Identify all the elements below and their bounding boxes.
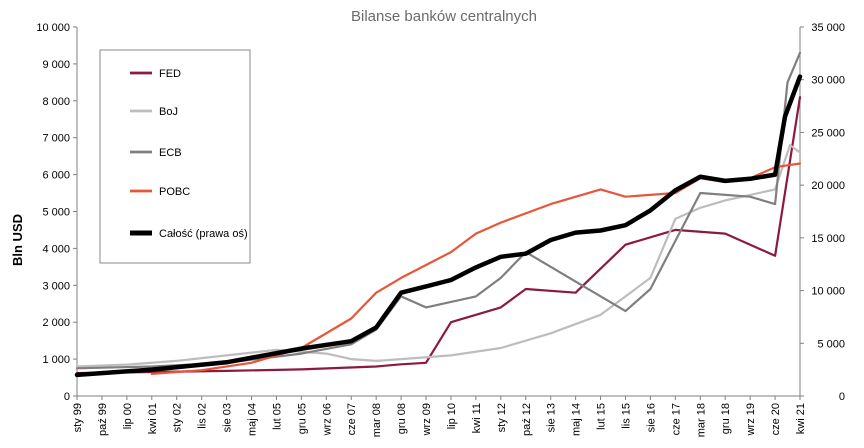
left-y-tick-label: 4 000	[42, 243, 70, 255]
x-tick-label: kwi 01	[147, 403, 159, 434]
left-y-tick-label: 6 000	[42, 170, 70, 182]
axes: 0 1 000 2 000 3 000 4 000 5 000 6 000 7 000 8 00…	[36, 22, 845, 437]
legend-label: ECB	[159, 147, 182, 159]
legend-label: Całość (prawa oś)	[159, 228, 248, 240]
x-tick-label: paź 12	[521, 403, 533, 436]
series-line-ca-o-prawa-o	[74, 74, 803, 378]
x-tick-label: cze 20	[770, 403, 782, 435]
x-tick-label: wrz 09	[421, 403, 433, 436]
legend-box	[99, 49, 251, 264]
series-line-ecb	[75, 51, 802, 370]
x-tick-label: sty 02	[172, 403, 184, 432]
x-tick-label: gru 08	[396, 403, 408, 434]
left-y-tick-label: 3 000	[42, 280, 70, 292]
right-y-tick-label: 5 000	[817, 338, 845, 350]
x-tick-label: kwi 21	[795, 403, 807, 434]
series-lines	[74, 51, 803, 378]
x-tick-label: cze 07	[346, 403, 358, 435]
x-tick-label: wrz 06	[321, 403, 333, 436]
series-line-fed	[75, 95, 802, 375]
x-tick-label: maj 04	[247, 403, 259, 436]
x-tick-label: maj 14	[571, 403, 583, 436]
left-y-tick-label: 8 000	[42, 96, 70, 108]
right-y-tick-label: 35 000	[811, 22, 845, 34]
right-y-tick-label: 15 000	[811, 233, 845, 245]
x-tick-label: lut 05	[271, 403, 283, 430]
series-line-boj	[75, 144, 802, 368]
legend-label: BoJ	[159, 106, 178, 118]
left-y-tick-label: 0	[64, 391, 70, 403]
x-tick-label: cze 17	[670, 403, 682, 435]
x-tick-label: sty 12	[496, 403, 508, 432]
x-tick-label: lut 15	[596, 403, 608, 430]
left-y-tick-label: 1 000	[42, 354, 70, 366]
left-y-tick-label: 7 000	[42, 133, 70, 145]
left-y-tick-label: 5 000	[42, 207, 70, 219]
x-tick-label: sie 03	[222, 403, 234, 432]
right-y-tick-label: 10 000	[811, 286, 845, 298]
x-tick-label: wrz 19	[745, 403, 757, 436]
left-y-tick-label: 9 000	[42, 59, 70, 71]
x-tick-label: lip 10	[446, 403, 458, 429]
x-tick-label: paź 99	[97, 403, 109, 436]
x-tick-label: mar 08	[371, 403, 383, 437]
right-y-tick-label: 30 000	[811, 75, 845, 87]
right-y-tick-label: 20 000	[811, 180, 845, 192]
x-tick-label: sie 13	[546, 403, 558, 432]
legend: FED BoJ ECB POBC Całość (prawa oś)	[99, 49, 251, 264]
x-tick-label: sty 99	[72, 403, 84, 432]
legend-label: FED	[159, 68, 181, 80]
x-tick-label: lis 15	[620, 403, 632, 429]
left-y-tick-label: 2 000	[42, 317, 70, 329]
x-tick-label: gru 05	[296, 403, 308, 434]
left-y-tick-label: 10 000	[36, 22, 70, 34]
y-axis-label: Bln USD	[10, 214, 25, 266]
right-y-tick-label: 25 000	[811, 127, 845, 139]
x-tick-label: lip 00	[122, 403, 134, 429]
x-tick-label: lis 02	[197, 403, 209, 429]
x-tick-label: mar 18	[695, 403, 707, 437]
right-y-tick-label: 0	[839, 391, 845, 403]
x-tick-label: gru 18	[720, 403, 732, 434]
x-tick-label: kwi 11	[471, 403, 483, 433]
legend-label: POBC	[159, 186, 190, 198]
x-tick-label: sie 16	[645, 403, 657, 432]
chart-title: Bilanse banków centralnych	[351, 8, 537, 25]
